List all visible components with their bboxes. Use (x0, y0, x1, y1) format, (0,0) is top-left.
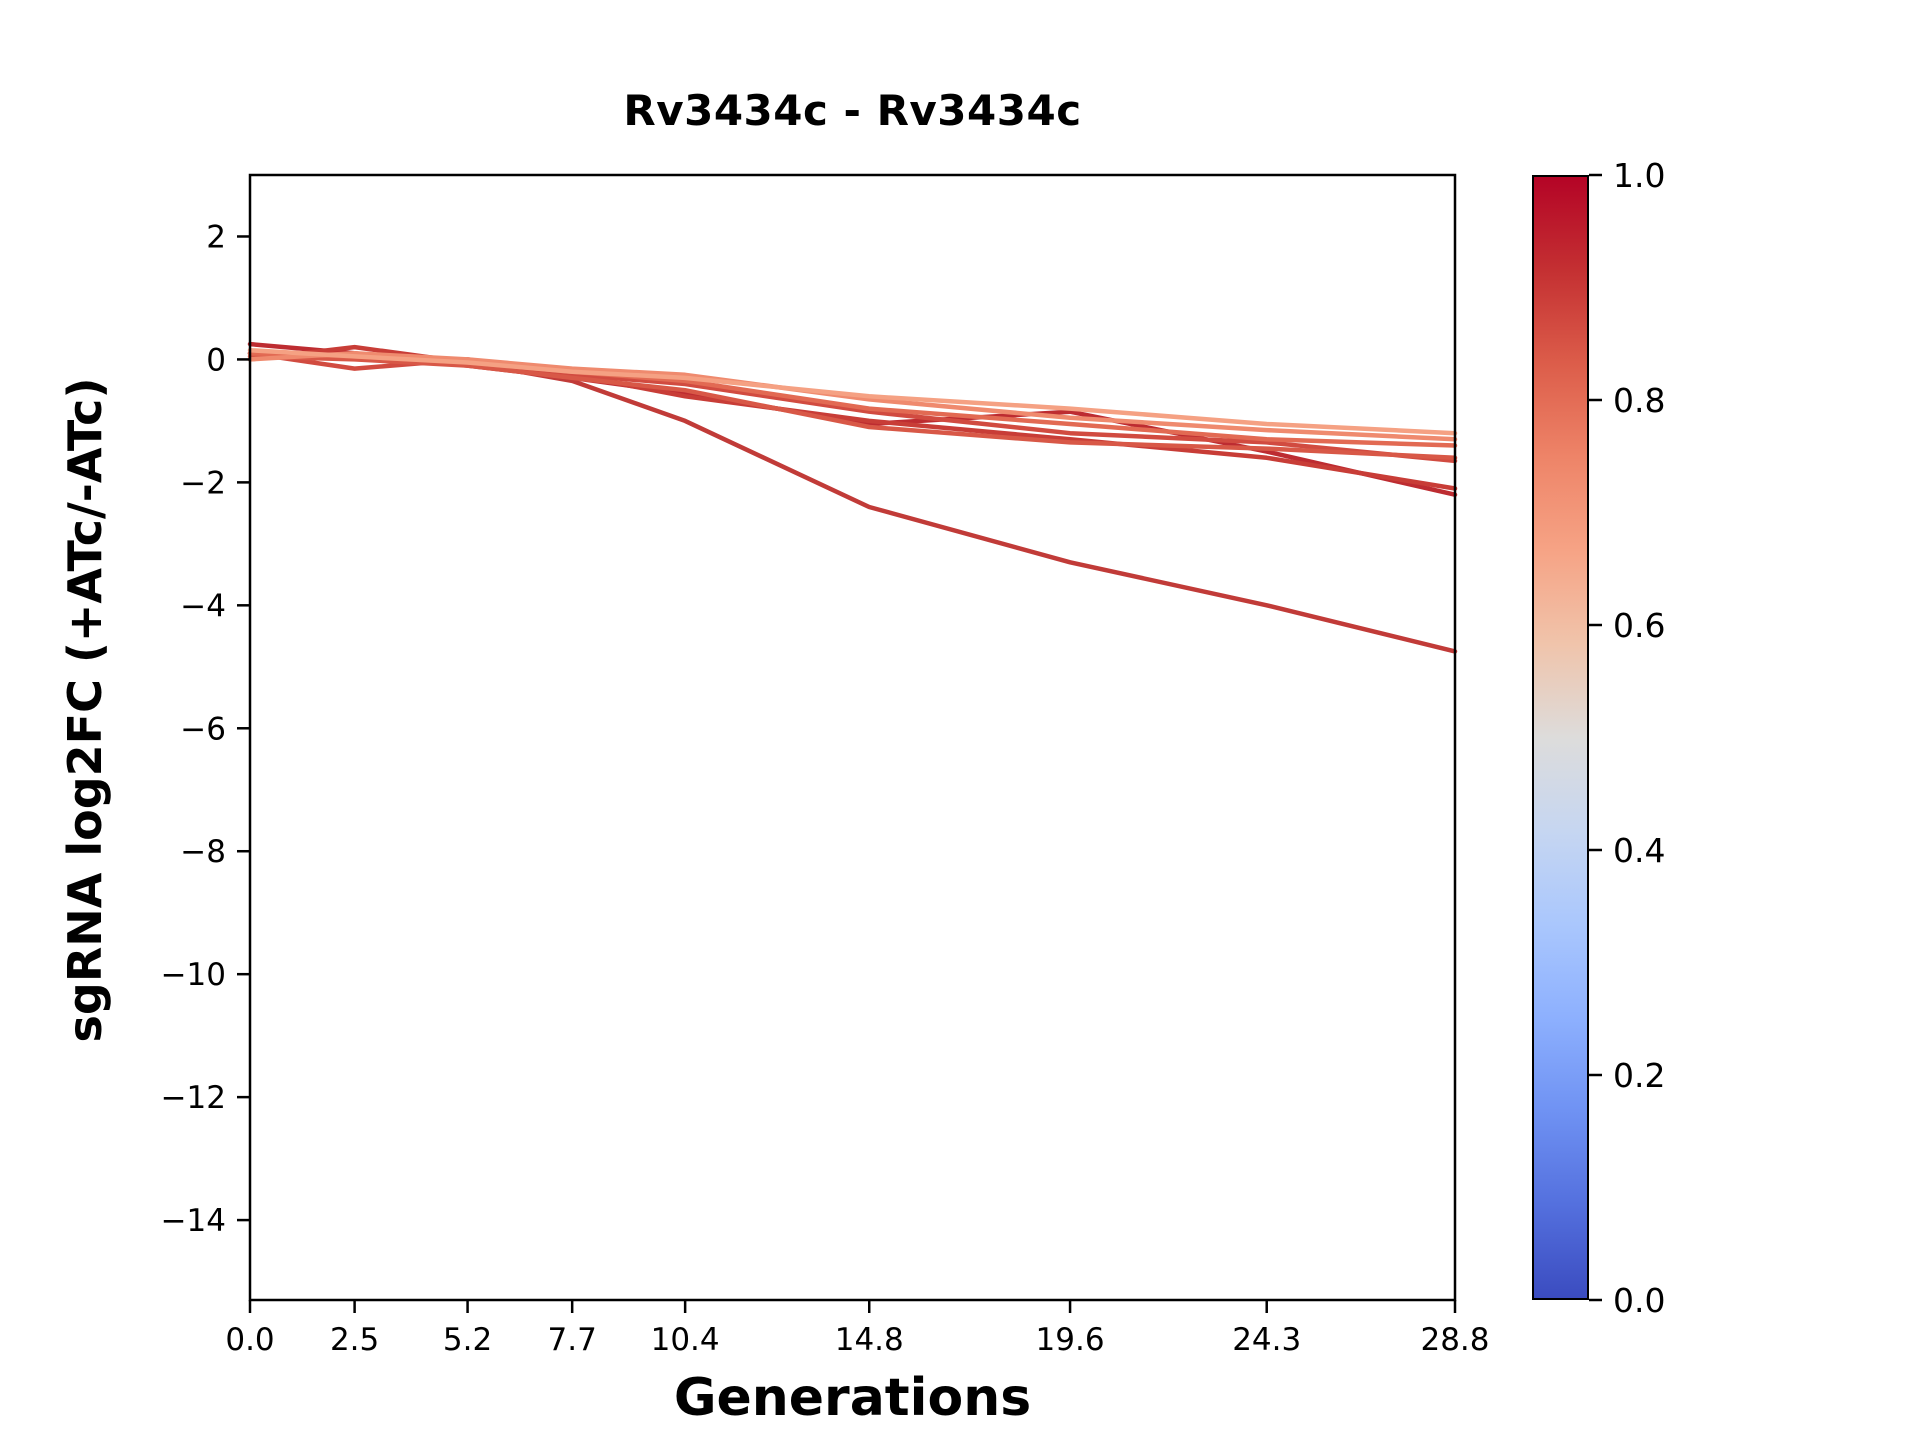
x-axis-label: Generations (673, 1368, 1032, 1428)
colorbar (1532, 175, 1589, 1300)
series-line-sgrna-6 (247, 351, 1458, 448)
plot-border (248, 173, 1457, 1302)
colorbar-tick-label: 0.6 (1613, 606, 1665, 645)
series-line-sgrna-4 (247, 351, 1458, 464)
series-line-sgrna-5 (247, 354, 1458, 461)
series-line-sgrna-8 (247, 347, 1458, 436)
y-tick-label: 2 (206, 219, 226, 255)
colorbar-tick-label: 0.4 (1613, 831, 1665, 870)
colorbar-tick-label: 0.8 (1613, 381, 1665, 420)
colorbar-tick-label: 0.0 (1613, 1281, 1665, 1320)
y-tick-label: −6 (180, 711, 226, 747)
series-line-sgrna-1 (247, 351, 1458, 654)
x-tick-label: 10.4 (651, 1322, 720, 1358)
y-axis-label: sgRNA log2FC (+ATc/-ATc) (58, 377, 112, 1043)
series-line-sgrna-3 (247, 344, 1458, 491)
y-tick-label: −8 (180, 834, 226, 870)
colorbar-tick-label: 1.0 (1613, 156, 1665, 195)
x-tick-label: 7.7 (548, 1322, 597, 1358)
y-tick-label: −14 (161, 1203, 226, 1239)
y-tick-label: −12 (161, 1080, 226, 1116)
x-tick-label: 14.8 (835, 1322, 904, 1358)
x-tick-label: 2.5 (330, 1322, 379, 1358)
x-tick-label: 5.2 (443, 1322, 492, 1358)
series-line-sgrna-2 (247, 341, 1458, 497)
series-line-sgrna-7 (247, 351, 1458, 442)
x-tick-label: 0.0 (225, 1322, 274, 1358)
y-tick-label: −2 (180, 465, 226, 501)
y-tick-label: 0 (206, 342, 226, 378)
x-tick-label: 24.3 (1232, 1322, 1301, 1358)
x-tick-label: 28.8 (1420, 1322, 1489, 1358)
y-tick-label: −4 (180, 588, 226, 624)
x-tick-label: 19.6 (1036, 1322, 1105, 1358)
chart-title: Rv3434c - Rv3434c (623, 86, 1082, 135)
y-tick-label: −10 (161, 957, 226, 993)
colorbar-tick-label: 0.2 (1613, 1056, 1665, 1095)
